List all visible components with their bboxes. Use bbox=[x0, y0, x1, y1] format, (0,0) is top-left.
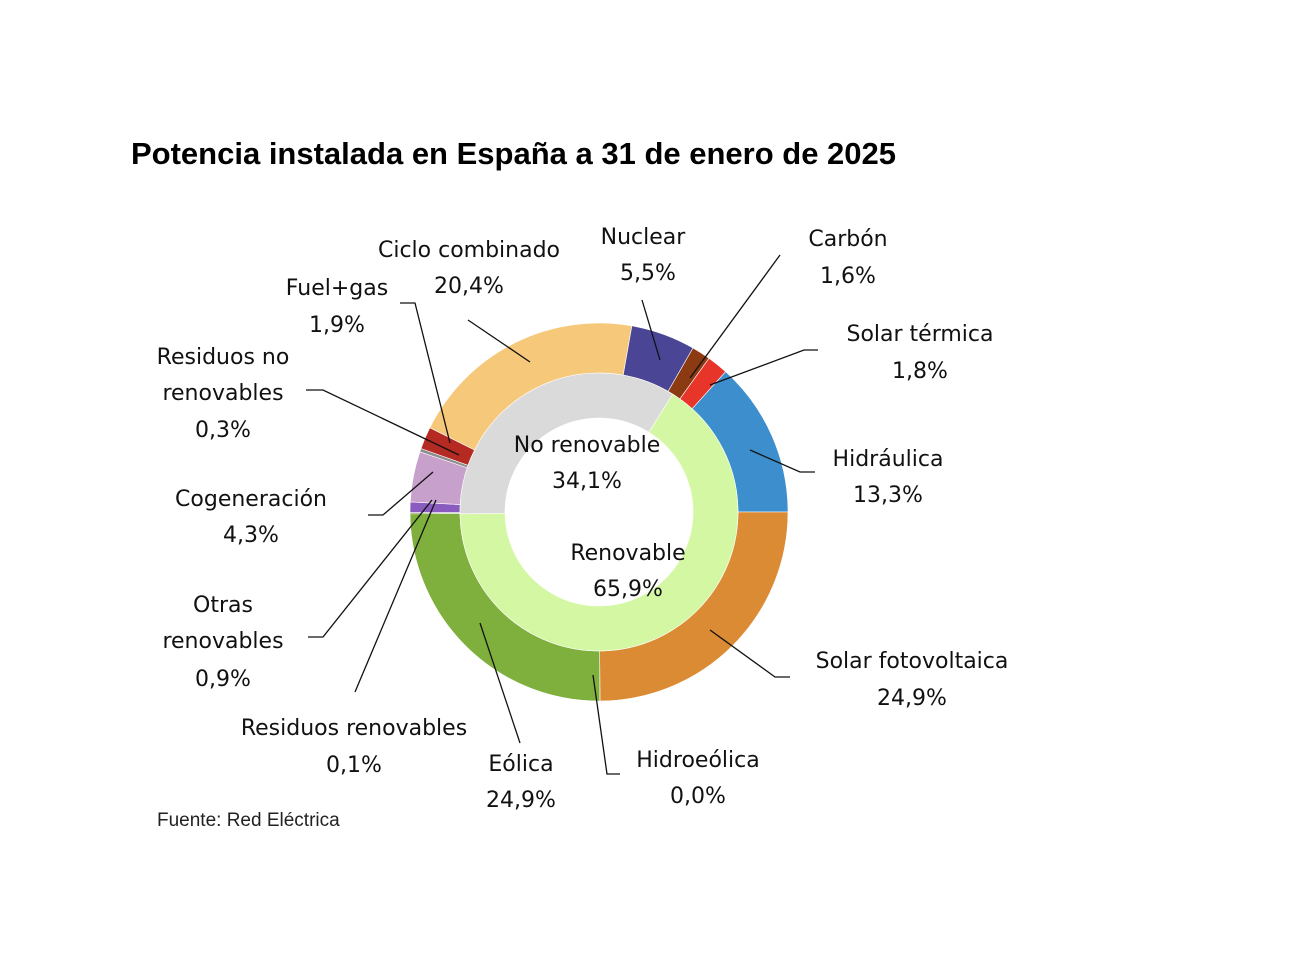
label-renovable: Renovable bbox=[570, 541, 685, 566]
label-residuos-no-renovables-1: Residuos no bbox=[157, 345, 290, 370]
label-solar-fotovoltaica: Solar fotovoltaica bbox=[816, 649, 1009, 674]
inner-slice-renovable bbox=[459, 393, 739, 652]
leader-line-cogeneracion bbox=[368, 471, 434, 516]
chart-title: Potencia instalada en España a 31 de ene… bbox=[131, 136, 897, 171]
outer-labels: Nuclear 5,5% Carbón 1,6% Solar térmica 1… bbox=[157, 225, 1009, 813]
label-otras-renovables-1: Otras bbox=[193, 593, 253, 618]
label-otras-renovables-2: renovables bbox=[162, 629, 283, 654]
label-residuos-no-renovables-2: renovables bbox=[162, 381, 283, 406]
label-hidroeolica: Hidroeólica bbox=[636, 748, 759, 773]
leader-line-fuel-gas bbox=[400, 302, 451, 444]
value-eolica: 24,9% bbox=[486, 788, 556, 813]
leader-line-hidraulica bbox=[749, 449, 815, 473]
leader-line-otras-renovables bbox=[308, 499, 433, 638]
label-eolica: Eólica bbox=[488, 752, 553, 777]
label-carbon: Carbón bbox=[808, 227, 887, 252]
leader-line-eolica bbox=[479, 622, 521, 744]
value-carbon: 1,6% bbox=[820, 264, 876, 289]
label-cogeneracion: Cogeneración bbox=[175, 487, 327, 512]
label-solar-termica: Solar térmica bbox=[847, 322, 994, 347]
leader-line-ciclo-combinado bbox=[467, 319, 531, 363]
value-renovable: 65,9% bbox=[593, 577, 663, 602]
value-residuos-renovables: 0,1% bbox=[326, 753, 382, 778]
label-ciclo-combinado: Ciclo combinado bbox=[378, 238, 560, 263]
leader-lines bbox=[306, 254, 818, 775]
value-otras-renovables: 0,9% bbox=[195, 667, 251, 692]
leader-line-solar-fotovoltaica bbox=[709, 629, 790, 678]
value-ciclo-combinado: 20,4% bbox=[434, 274, 504, 299]
value-residuos-no-renovables: 0,3% bbox=[195, 418, 251, 443]
label-hidraulica: Hidráulica bbox=[833, 447, 944, 472]
label-no-renovable: No renovable bbox=[514, 433, 661, 458]
value-hidroeolica: 0,0% bbox=[670, 784, 726, 809]
value-no-renovable: 34,1% bbox=[552, 469, 622, 494]
value-nuclear: 5,5% bbox=[620, 261, 676, 286]
inner-ring bbox=[459, 372, 739, 652]
label-fuel-gas: Fuel+gas bbox=[286, 276, 388, 301]
value-solar-termica: 1,8% bbox=[892, 359, 948, 384]
inner-slice-no-renovable bbox=[459, 372, 674, 515]
chart-source: Fuente: Red Eléctrica bbox=[157, 810, 340, 831]
value-solar-fotovoltaica: 24,9% bbox=[877, 686, 947, 711]
leader-line-carbon bbox=[689, 254, 781, 379]
label-nuclear: Nuclear bbox=[601, 225, 687, 250]
value-fuel-gas: 1,9% bbox=[309, 313, 365, 338]
label-residuos-renovables: Residuos renovables bbox=[241, 716, 467, 741]
inner-labels: No renovable 34,1% Renovable 65,9% bbox=[514, 433, 686, 602]
value-cogeneracion: 4,3% bbox=[223, 523, 279, 548]
leader-line-solar-termica bbox=[709, 349, 818, 386]
leader-line-residuos-no-renovables bbox=[306, 389, 460, 456]
value-hidraulica: 13,3% bbox=[853, 483, 923, 508]
leader-line-residuos-renovables bbox=[354, 499, 437, 693]
leader-line-nuclear bbox=[641, 299, 661, 361]
leader-line-hidroeolica bbox=[592, 674, 620, 775]
outer-ring bbox=[409, 322, 789, 702]
